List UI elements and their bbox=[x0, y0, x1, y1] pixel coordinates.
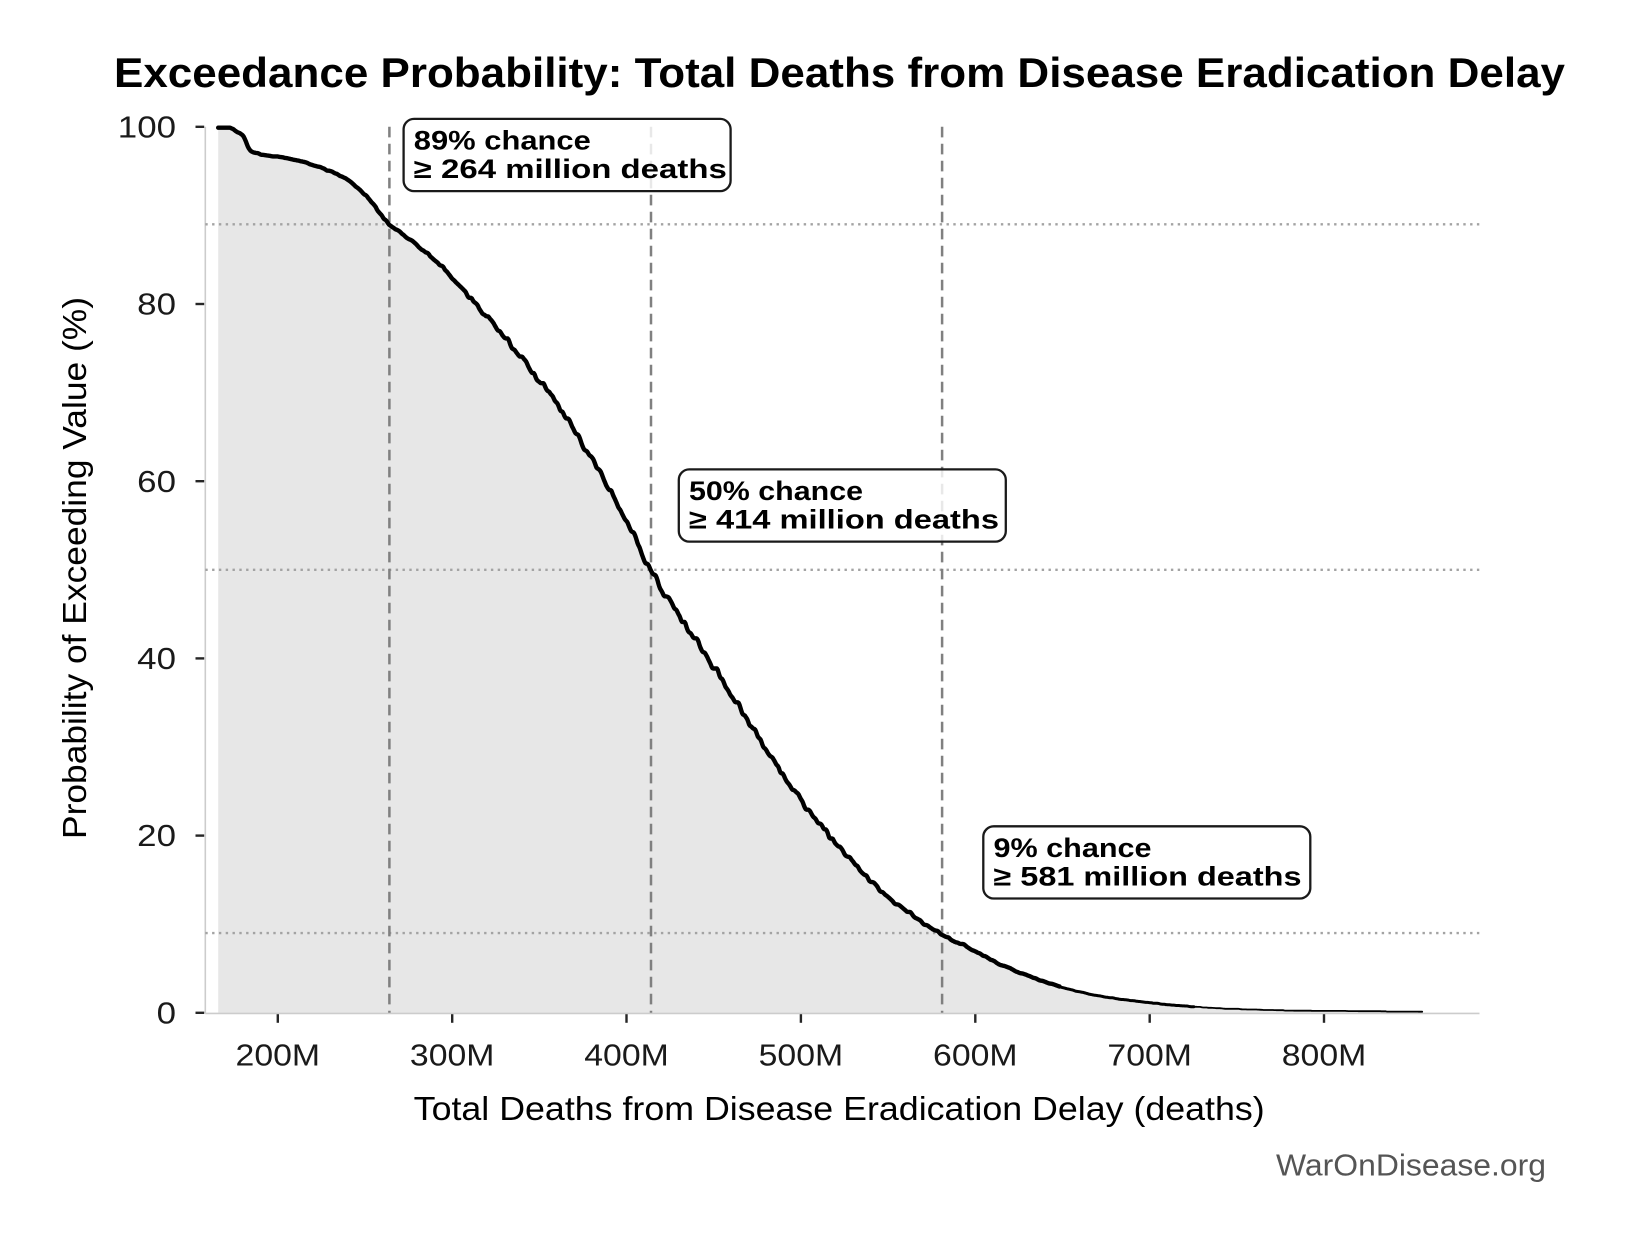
svg-text:60: 60 bbox=[137, 465, 176, 499]
svg-text:Exceedance Probability: Total: Exceedance Probability: Total Deaths fro… bbox=[114, 49, 1565, 96]
svg-text:40: 40 bbox=[137, 642, 176, 676]
svg-text:Total Deaths from Disease Erad: Total Deaths from Disease Eradication De… bbox=[414, 1090, 1265, 1127]
svg-text:50% chance: 50% chance bbox=[689, 476, 863, 506]
svg-text:200M: 200M bbox=[236, 1039, 321, 1073]
svg-text:0: 0 bbox=[157, 996, 176, 1030]
svg-text:20: 20 bbox=[137, 819, 176, 853]
svg-text:Probability of Exceeding Value: Probability of Exceeding Value (%) bbox=[56, 297, 93, 839]
svg-text:89% chance: 89% chance bbox=[414, 126, 591, 156]
svg-text:80: 80 bbox=[137, 288, 176, 322]
svg-text:WarOnDisease.org: WarOnDisease.org bbox=[1276, 1148, 1546, 1183]
svg-text:400M: 400M bbox=[584, 1039, 669, 1073]
svg-text:100: 100 bbox=[118, 110, 176, 144]
svg-text:500M: 500M bbox=[759, 1039, 844, 1073]
svg-text:≥ 264 million deaths: ≥ 264 million deaths bbox=[414, 154, 727, 184]
svg-text:9% chance: 9% chance bbox=[994, 833, 1152, 863]
svg-text:≥ 581 million deaths: ≥ 581 million deaths bbox=[994, 861, 1302, 891]
svg-text:800M: 800M bbox=[1282, 1039, 1367, 1073]
svg-text:≥ 414 million deaths: ≥ 414 million deaths bbox=[689, 504, 999, 534]
svg-text:300M: 300M bbox=[410, 1039, 495, 1073]
svg-text:700M: 700M bbox=[1107, 1039, 1192, 1073]
svg-text:600M: 600M bbox=[933, 1039, 1018, 1073]
